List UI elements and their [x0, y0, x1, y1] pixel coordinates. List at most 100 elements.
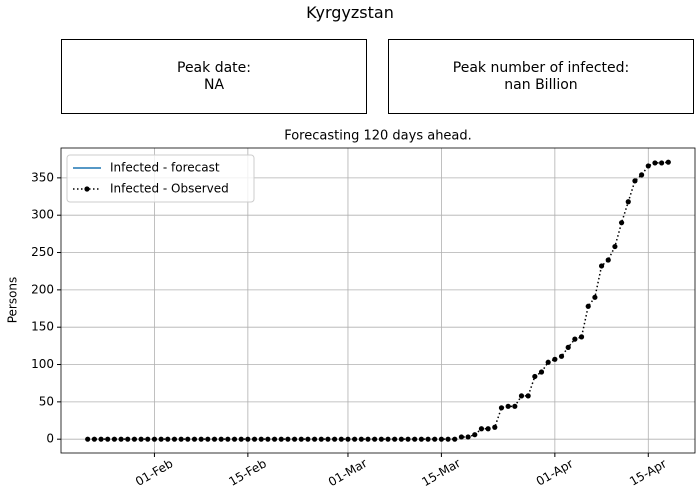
data-point: [585, 303, 591, 309]
data-point: [338, 436, 344, 442]
data-point: [518, 393, 525, 399]
data-point: [258, 436, 264, 442]
data-point: [578, 334, 585, 340]
data-point: [645, 163, 651, 169]
data-point: [185, 436, 191, 442]
data-point: [345, 436, 351, 442]
data-point: [538, 369, 545, 375]
data-point: [665, 159, 671, 165]
data-point: [218, 436, 224, 442]
data-point: [445, 436, 451, 442]
data-point: [171, 436, 178, 442]
data-point: [305, 436, 311, 442]
data-point: [558, 353, 565, 359]
data-point: [485, 426, 491, 432]
y-tick-label: 300: [31, 208, 54, 222]
data-point: [312, 436, 318, 442]
data-point: [332, 436, 338, 442]
data-point: [458, 434, 465, 440]
data-point: [365, 436, 371, 442]
data-point: [98, 436, 104, 442]
y-tick-label: 150: [31, 320, 54, 334]
data-point: [545, 359, 551, 365]
data-point: [632, 178, 638, 184]
data-point: [291, 436, 298, 442]
data-point: [598, 263, 605, 269]
data-point: [532, 373, 538, 380]
data-point: [145, 436, 151, 442]
data-point: [425, 436, 431, 442]
data-point: [452, 436, 458, 442]
legend-label: Infected - Observed: [110, 182, 229, 196]
data-point: [512, 403, 518, 409]
legend-label: Infected - forecast: [110, 161, 220, 175]
y-tick-label: 100: [31, 357, 54, 371]
data-point: [412, 436, 418, 442]
data-point: [138, 436, 144, 442]
legend-marker: [84, 186, 90, 192]
data-point: [91, 436, 97, 442]
data-point: [438, 436, 444, 442]
y-tick-label: 0: [46, 432, 54, 446]
data-point: [198, 436, 204, 442]
data-point: [432, 436, 438, 442]
data-point: [659, 160, 665, 166]
data-point: [352, 436, 358, 442]
panel-value: nan Billion: [504, 76, 578, 93]
y-tick-label: 250: [31, 245, 54, 259]
data-point: [265, 436, 271, 442]
data-point: [398, 436, 404, 442]
info-panel: Peak number of infected: nan Billion: [388, 39, 694, 114]
data-point: [612, 243, 618, 250]
data-point: [625, 199, 631, 205]
data-point: [151, 436, 158, 442]
x-tick-label: 15-Feb: [226, 456, 268, 489]
data-point: [278, 436, 284, 442]
data-point: [205, 436, 211, 442]
data-point: [465, 434, 471, 440]
data-point: [605, 257, 611, 263]
data-point: [105, 436, 111, 442]
data-point: [405, 436, 411, 442]
data-point: [271, 436, 278, 442]
panel-value: NA: [203, 76, 225, 93]
x-tick-label: 01-Feb: [133, 456, 175, 489]
data-point: [211, 436, 218, 442]
data-point: [125, 436, 131, 442]
data-point: [525, 393, 531, 399]
x-tick-label: 15-Apr: [627, 456, 669, 488]
data-point: [492, 424, 498, 430]
data-point: [325, 436, 331, 442]
data-point: [118, 436, 124, 442]
data-point: [131, 436, 138, 442]
panel-label: Peak date:: [177, 59, 251, 76]
data-point: [178, 436, 184, 442]
y-tick-label: 50: [39, 394, 54, 408]
data-point: [372, 436, 378, 442]
x-tick-label: 01-Mar: [326, 456, 370, 489]
data-point: [478, 426, 485, 432]
y-tick-label: 200: [31, 282, 54, 296]
x-tick-label: 15-Mar: [419, 456, 463, 489]
data-point: [639, 172, 645, 178]
data-point: [472, 432, 478, 438]
x-tick-label: 01-Apr: [534, 456, 576, 488]
data-point: [565, 344, 571, 350]
info-panel: Peak date: NA: [61, 39, 367, 114]
data-point: [231, 436, 238, 442]
data-point: [111, 436, 117, 442]
data-point: [158, 436, 164, 442]
data-point: [85, 436, 91, 442]
data-point: [618, 220, 625, 226]
y-tick-label: 350: [31, 170, 54, 184]
panel-label: Peak number of infected:: [452, 59, 630, 76]
data-point: [191, 436, 198, 442]
y-axis-label: Persons: [6, 277, 20, 324]
data-point: [505, 403, 511, 409]
data-point: [298, 436, 304, 442]
data-point: [358, 436, 364, 442]
data-point: [592, 294, 598, 300]
data-point: [165, 436, 171, 442]
